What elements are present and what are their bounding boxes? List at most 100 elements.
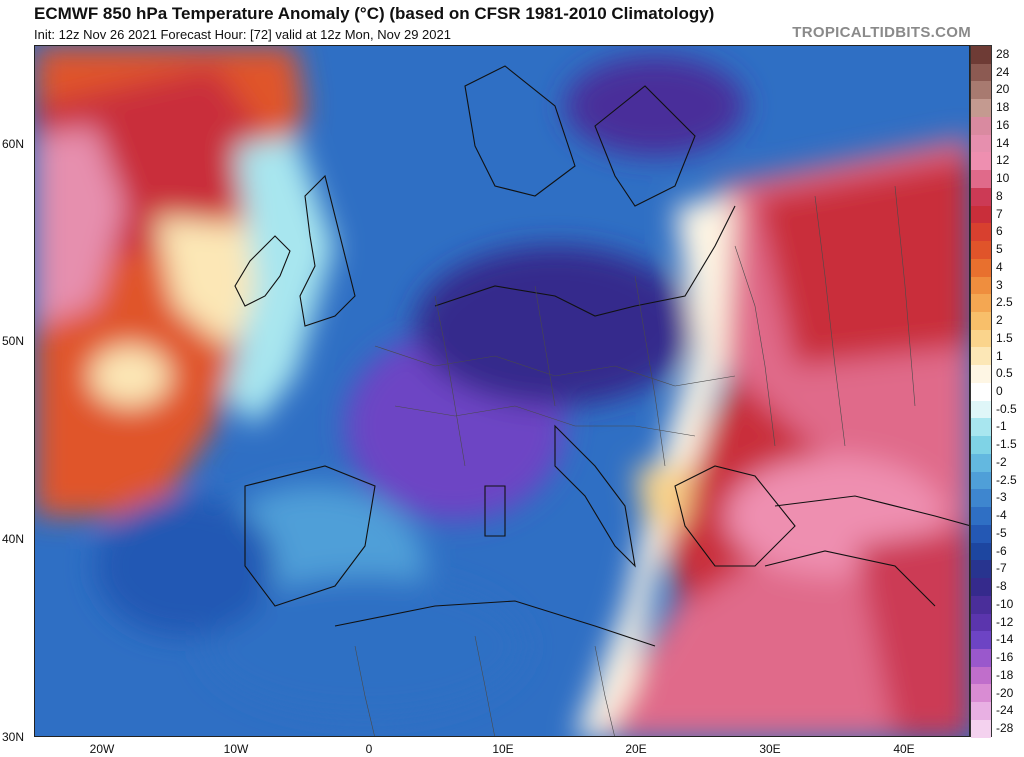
sardinia-outline [484,485,506,537]
scandinavia-outline [464,65,576,197]
chart-title: ECMWF 850 hPa Temperature Anomaly (°C) (… [34,4,715,23]
lat-label-40n: 40N [2,532,25,546]
lon-label-20e: 20E [625,742,647,756]
lat-label-30n: 30N [2,730,25,744]
colorbar-label: -6 [996,543,1007,558]
colorbar-swatch [971,187,991,206]
colorbar-swatch [971,719,991,738]
country-borders [354,185,916,736]
colorbar-label: 1 [996,348,1003,363]
colorbar-label: 2.5 [996,295,1013,310]
britain-outline [299,174,356,327]
colorbar-swatch [971,170,991,188]
colorbar-swatch [971,613,991,632]
colorbar-swatch [971,294,991,313]
colorbar-label: -8 [996,579,1007,594]
colorbar-swatch [971,666,991,685]
colorbar-swatch [971,524,991,543]
colorbar-swatch [971,116,991,135]
colorbar-swatch [971,347,991,366]
colorbar-label: -3 [996,490,1007,505]
colorbar-swatch [971,471,991,490]
colorbar-label: 24 [996,64,1010,79]
black-sea-coast [774,495,969,527]
brand-watermark: TROPICALTIDBITS.COM [792,24,971,41]
colorbar-label: -18 [996,667,1014,682]
colorbar-swatch [971,99,991,117]
italy-outline [554,424,636,568]
colorbar-swatch [971,223,991,242]
colorbar-swatch [971,205,991,224]
colorbar-label: 0 [996,384,1003,398]
colorbar-label: 8 [996,188,1003,203]
colorbar-label: -1.5 [996,437,1017,452]
map-svg [35,46,969,736]
colorbar-swatch [971,365,991,383]
colorbar-label: 16 [996,117,1010,132]
colorbar-swatch [971,400,991,419]
sweden-outline [594,85,696,207]
lat-label-50n: 50N [2,334,25,348]
colorbar-label: -16 [996,650,1014,665]
colorbar-swatch [971,329,991,348]
colorbar-swatch [971,489,991,508]
colorbar-label: -12 [996,614,1014,629]
colorbar-swatch [971,560,991,579]
colorbar-label: -2.5 [996,472,1017,487]
forecast-info: Init: 12z Nov 26 2021 Forecast Hour: [72… [34,27,451,42]
colorbar-swatch [971,312,991,330]
colorbar-label: 6 [996,224,1003,239]
ireland-outline [234,235,291,307]
colorbar-swatch [971,241,991,259]
iberia-outline [244,465,376,607]
colorbar-label: -1 [996,419,1007,434]
anomaly-field [35,46,969,736]
colorbar-swatch [971,542,991,561]
colorbar-label: -0.5 [996,401,1017,416]
colorbar-swatch [971,152,991,171]
colorbar-label: 0.5 [996,366,1013,381]
colorbar [970,45,992,738]
colorbar-label: 3 [996,277,1003,292]
colorbar-label: -14 [996,632,1014,647]
colorbar-swatch [971,382,991,401]
colorbar-swatch [971,702,991,720]
north-coast [434,205,736,317]
colorbar-label: 10 [996,171,1010,186]
lon-label-10e: 10E [492,742,514,756]
lon-label-40e: 40E [893,742,915,756]
colorbar-label: 1.5 [996,330,1013,345]
colorbar-label: -5 [996,525,1007,540]
colorbar-label: -2 [996,454,1007,469]
colorbar-label: 5 [996,242,1003,257]
colorbar-label: 2 [996,313,1003,328]
colorbar-swatch [971,436,991,454]
colorbar-swatch [971,648,991,667]
colorbar-swatch [971,134,991,153]
colorbar-swatch [971,684,991,703]
colorbar-label: -20 [996,685,1014,700]
colorbar-label: -4 [996,508,1007,523]
lon-label-0: 0 [365,742,373,756]
coastlines [234,65,969,647]
colorbar-swatch [971,276,991,295]
colorbar-label: -24 [996,703,1014,718]
colorbar-label: 12 [996,153,1010,168]
colorbar-label: 18 [996,100,1010,115]
colorbar-swatch [971,453,991,472]
colorbar-swatch [971,46,991,64]
colorbar-label: 4 [996,259,1003,274]
colorbar-swatch [971,507,991,525]
colorbar-swatch [971,63,991,82]
colorbar-swatch [971,258,991,277]
lat-label-60n: 60N [2,137,25,151]
colorbar-swatch [971,81,991,100]
anatolia-coast [764,550,936,607]
colorbar-swatch [971,595,991,614]
lon-label-10w: 10W [223,742,249,756]
north-africa-coast [334,600,656,647]
lon-label-20w: 20W [89,742,115,756]
colorbar-label: 14 [996,135,1010,150]
colorbar-swatch [971,418,991,437]
colorbar-label: -28 [996,721,1014,736]
